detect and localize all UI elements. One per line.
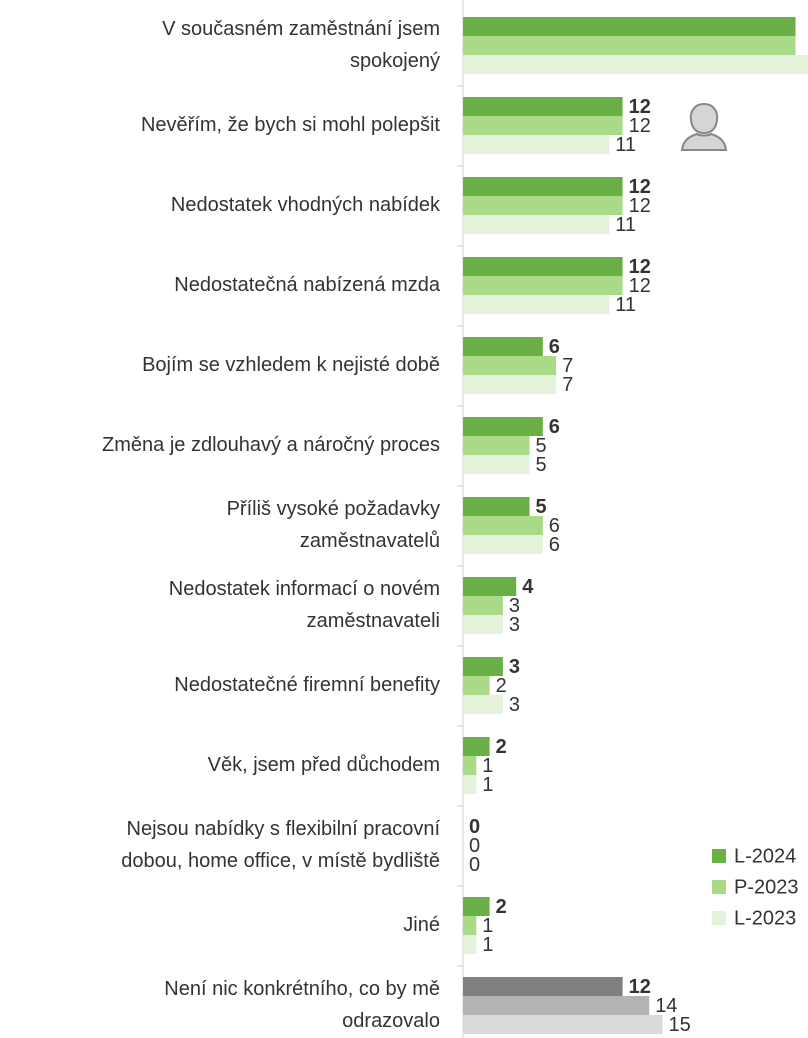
bar xyxy=(463,455,530,474)
bar xyxy=(463,977,623,996)
bar xyxy=(463,615,503,634)
category-label: Nedostatek vhodných nabídek xyxy=(171,194,441,216)
bar xyxy=(463,695,503,714)
value-label: 2 xyxy=(496,675,507,697)
category-label: odrazovalo xyxy=(342,1010,440,1032)
legend-swatch xyxy=(712,880,726,894)
bar xyxy=(463,516,543,535)
bar xyxy=(463,375,557,394)
legend-label: L-2024 xyxy=(734,845,796,867)
category-label: V současném zaměstnání jsem xyxy=(162,18,440,40)
bar xyxy=(463,276,623,295)
value-label: 12 xyxy=(629,275,651,297)
category-label: Změna je zdlouhavý a náročný proces xyxy=(102,434,440,456)
value-label: 1 xyxy=(482,755,493,777)
bar xyxy=(463,775,477,794)
value-label: 6 xyxy=(549,416,560,438)
bar xyxy=(463,215,610,234)
bar xyxy=(463,897,490,916)
value-label: 12 xyxy=(629,96,651,118)
bar xyxy=(463,97,623,116)
value-label: 0 xyxy=(469,854,480,876)
legend-swatch xyxy=(712,911,726,925)
value-label: 7 xyxy=(562,374,573,396)
value-label: 12 xyxy=(629,115,651,137)
bar xyxy=(463,356,557,375)
bar xyxy=(463,657,503,676)
bar xyxy=(463,596,503,615)
category-label: Jiné xyxy=(403,914,440,936)
bar xyxy=(463,196,623,215)
bar xyxy=(463,535,543,554)
value-label: 12 xyxy=(629,176,651,198)
category-label: spokojený xyxy=(350,50,440,72)
bar xyxy=(463,916,477,935)
category-label: Není nic konkrétního, co by mě xyxy=(164,978,440,1000)
category-label: Nedostatečná nabízená mzda xyxy=(174,274,441,296)
value-label: 2 xyxy=(496,896,507,918)
bar xyxy=(463,676,490,695)
bar xyxy=(463,337,543,356)
value-label: 3 xyxy=(509,595,520,617)
value-label: 11 xyxy=(615,294,636,316)
category-label: dobou, home office, v místě bydliště xyxy=(121,850,440,872)
bar xyxy=(463,116,623,135)
bar xyxy=(463,737,490,756)
bar xyxy=(463,295,610,314)
bar xyxy=(463,996,650,1015)
category-label: Nedostatek informací o novém xyxy=(169,578,440,600)
legend-label: L-2023 xyxy=(734,907,796,929)
bar xyxy=(463,36,796,55)
value-label: 3 xyxy=(509,614,520,636)
bar xyxy=(463,55,808,74)
value-label: 0 xyxy=(469,835,480,857)
person-icon xyxy=(680,102,728,151)
bar xyxy=(463,935,477,954)
value-label: 4 xyxy=(522,576,534,598)
value-label: 6 xyxy=(549,515,560,537)
value-label: 11 xyxy=(615,214,636,236)
category-label: zaměstnavateli xyxy=(307,610,440,632)
bar xyxy=(463,497,530,516)
value-label: 6 xyxy=(549,534,560,556)
category-label: Nejsou nabídky s flexibilní pracovní xyxy=(127,818,441,840)
value-label: 0 xyxy=(469,816,480,838)
bar xyxy=(463,257,623,276)
value-label: 12 xyxy=(629,256,651,278)
value-label: 3 xyxy=(509,656,520,678)
value-label: 1 xyxy=(482,774,493,796)
value-label: 12 xyxy=(629,195,651,217)
value-label: 5 xyxy=(536,496,547,518)
category-label: Příliš vysoké požadavky xyxy=(227,498,440,520)
legend-label: P-2023 xyxy=(734,876,799,898)
category-label: Nedostatečné firemní benefity xyxy=(174,674,440,696)
bar xyxy=(463,17,796,36)
value-label: 3 xyxy=(509,694,520,716)
value-label: 5 xyxy=(536,435,547,457)
bar xyxy=(463,177,623,196)
bar xyxy=(463,1015,663,1034)
bar xyxy=(463,756,477,775)
category-label: Věk, jsem před důchodem xyxy=(208,754,440,776)
bar xyxy=(463,417,543,436)
category-label: Nevěřím, že bych si mohl polepšit xyxy=(141,114,440,136)
value-label: 7 xyxy=(562,355,573,377)
value-label: 6 xyxy=(549,336,560,358)
category-label: zaměstnavatelů xyxy=(300,530,440,552)
value-label: 1 xyxy=(482,934,493,956)
value-label: 14 xyxy=(655,995,677,1017)
bar xyxy=(463,135,610,154)
value-label: 1 xyxy=(482,915,493,937)
value-label: 5 xyxy=(536,454,547,476)
legend-swatch xyxy=(712,849,726,863)
value-label: 15 xyxy=(669,1014,691,1036)
bar xyxy=(463,436,530,455)
bar xyxy=(463,577,517,596)
value-label: 11 xyxy=(615,134,636,156)
value-label: 12 xyxy=(629,976,651,998)
value-label: 2 xyxy=(496,736,507,758)
category-label: Bojím se vzhledem k nejisté době xyxy=(142,354,440,376)
